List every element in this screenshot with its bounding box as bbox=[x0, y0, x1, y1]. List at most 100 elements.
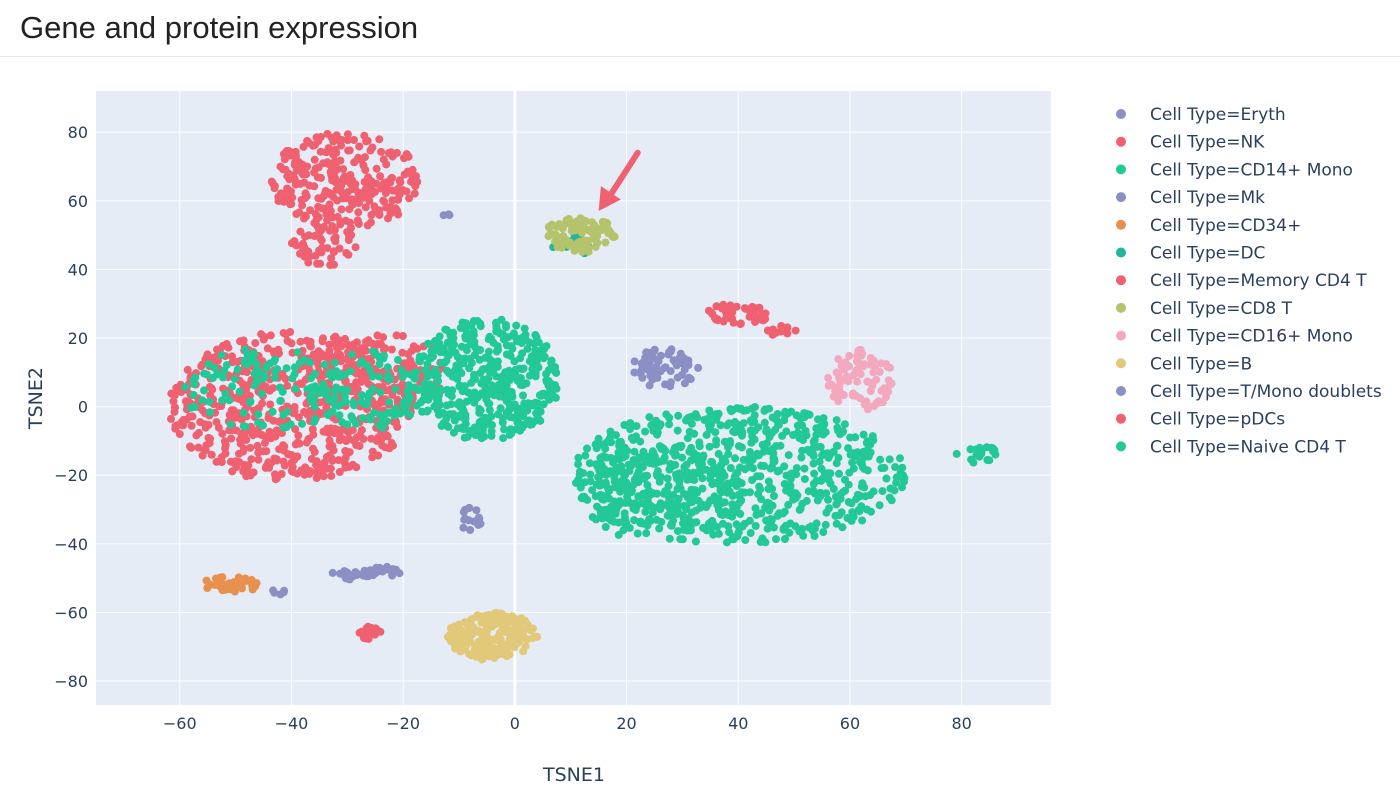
data-point bbox=[292, 151, 300, 160]
data-point bbox=[412, 401, 421, 410]
data-point bbox=[385, 444, 394, 453]
data-point bbox=[328, 373, 337, 382]
data-point bbox=[187, 421, 196, 430]
data-point bbox=[316, 133, 325, 141]
data-point bbox=[262, 362, 271, 371]
data-point bbox=[484, 399, 493, 408]
data-point bbox=[542, 370, 551, 378]
data-point bbox=[746, 426, 755, 435]
data-point bbox=[544, 222, 553, 231]
data-point bbox=[596, 459, 605, 468]
data-point bbox=[483, 376, 492, 385]
legend-marker bbox=[1116, 109, 1126, 119]
data-point bbox=[406, 410, 414, 419]
data-point bbox=[387, 345, 396, 354]
data-point bbox=[869, 356, 878, 365]
data-point bbox=[475, 355, 484, 364]
data-point bbox=[606, 467, 615, 476]
data-point bbox=[765, 447, 774, 456]
data-point bbox=[300, 214, 308, 223]
data-point bbox=[586, 470, 595, 479]
data-point bbox=[485, 332, 494, 341]
data-point bbox=[840, 420, 849, 429]
data-point bbox=[403, 388, 412, 396]
data-point bbox=[526, 420, 535, 429]
data-point bbox=[453, 365, 462, 374]
data-point bbox=[729, 427, 738, 436]
legend-label: Cell Type=DC bbox=[1150, 244, 1265, 264]
data-point bbox=[762, 427, 771, 436]
data-point bbox=[366, 366, 375, 375]
data-point bbox=[213, 345, 221, 354]
data-point bbox=[481, 384, 490, 393]
data-point bbox=[222, 340, 231, 348]
data-point bbox=[494, 345, 503, 354]
data-point bbox=[303, 385, 312, 394]
data-point bbox=[647, 421, 656, 430]
series-7 bbox=[544, 214, 619, 256]
data-point bbox=[327, 254, 336, 263]
data-point bbox=[455, 643, 463, 652]
data-point bbox=[885, 493, 894, 502]
data-point bbox=[499, 335, 508, 344]
data-point bbox=[570, 243, 579, 252]
data-point bbox=[792, 464, 801, 473]
data-point bbox=[666, 460, 675, 468]
data-point bbox=[394, 355, 402, 364]
data-point bbox=[512, 636, 521, 645]
data-point bbox=[682, 361, 691, 370]
data-point bbox=[507, 391, 516, 399]
data-point bbox=[368, 372, 377, 381]
series-11 bbox=[355, 622, 385, 643]
data-point bbox=[236, 439, 245, 448]
data-point bbox=[607, 516, 616, 525]
data-point bbox=[630, 357, 639, 366]
data-point bbox=[204, 360, 213, 369]
data-point bbox=[350, 136, 358, 144]
data-point bbox=[395, 569, 404, 578]
data-point bbox=[331, 383, 340, 392]
data-point bbox=[296, 227, 305, 236]
data-point bbox=[439, 211, 448, 220]
data-point bbox=[340, 389, 349, 397]
data-point bbox=[512, 321, 521, 330]
data-point bbox=[877, 359, 886, 368]
data-point bbox=[542, 376, 551, 385]
data-point bbox=[760, 418, 769, 427]
data-point bbox=[791, 522, 800, 531]
data-point bbox=[357, 377, 366, 386]
data-point bbox=[474, 513, 483, 522]
data-point bbox=[752, 510, 761, 519]
series-4 bbox=[202, 573, 261, 596]
data-point bbox=[509, 329, 518, 338]
data-point bbox=[331, 237, 340, 246]
data-point bbox=[769, 523, 778, 532]
data-point bbox=[414, 386, 423, 394]
data-point bbox=[212, 574, 220, 583]
data-point bbox=[695, 442, 704, 451]
data-point bbox=[497, 615, 506, 624]
data-point bbox=[338, 418, 347, 427]
data-point bbox=[453, 632, 462, 641]
data-point bbox=[613, 483, 622, 492]
data-point bbox=[621, 485, 630, 494]
legend-marker bbox=[1116, 192, 1126, 203]
data-point bbox=[476, 654, 485, 662]
data-point bbox=[331, 339, 339, 348]
data-point bbox=[445, 211, 454, 220]
data-point bbox=[683, 468, 692, 477]
data-point bbox=[175, 430, 184, 439]
data-point bbox=[183, 365, 192, 374]
data-point bbox=[301, 194, 310, 202]
data-point bbox=[278, 369, 287, 378]
data-point bbox=[367, 434, 376, 443]
legend-label: Cell Type=B bbox=[1150, 354, 1252, 374]
data-point bbox=[723, 421, 732, 430]
data-point bbox=[306, 392, 315, 401]
data-point bbox=[780, 507, 789, 516]
data-point bbox=[591, 492, 600, 501]
legend-label: Cell Type=NK bbox=[1150, 133, 1265, 153]
data-point bbox=[519, 391, 527, 400]
data-point bbox=[685, 427, 694, 436]
data-point bbox=[379, 354, 388, 363]
